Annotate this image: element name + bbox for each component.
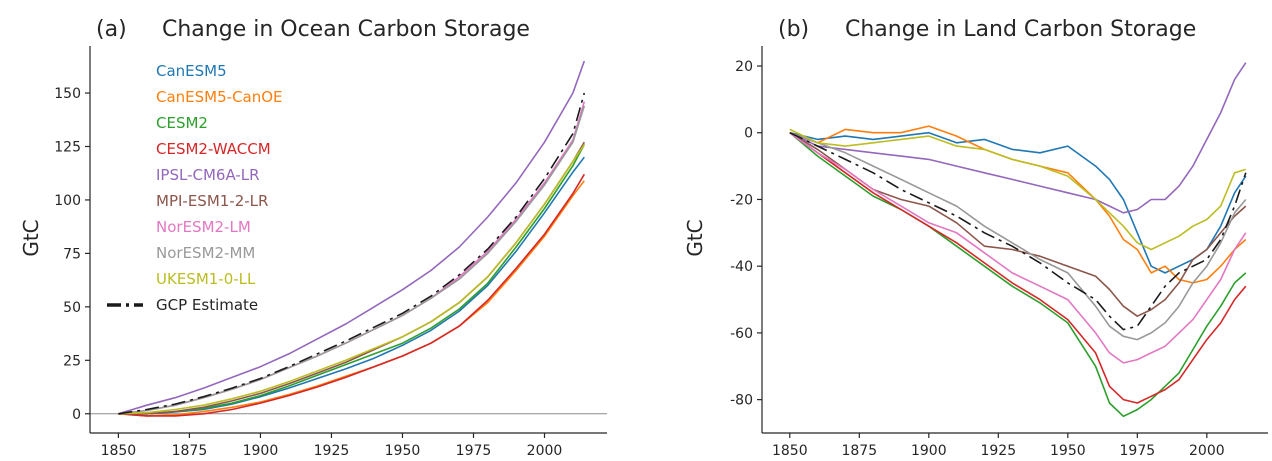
ocean-y-tick-label: 25 (63, 353, 81, 369)
ocean-series-cesm2 (118, 144, 586, 415)
land-series-ukesm1-0-ll (789, 128, 1247, 251)
legend-entry: CESM2-WACCM (156, 140, 271, 158)
ocean-x-tick-label: 1875 (172, 443, 208, 459)
legend-entry: MPI-ESM1-2-LR (156, 192, 268, 210)
land-panel-title: Change in Land Carbon Storage (845, 17, 1196, 42)
legend-entry: UKESM1-0-LL (156, 270, 256, 288)
land-series-mpi-esm1-2-lr (789, 132, 1247, 317)
legend-entry: NorESM2-LM (156, 218, 251, 236)
ocean-x-tick-label: 1850 (101, 443, 137, 459)
ocean-y-tick-label: 125 (54, 139, 81, 155)
legend-entry: CESM2 (156, 114, 208, 132)
legend-entry: CanESM5-CanOE (156, 88, 283, 106)
ocean-x-tick-label: 1925 (314, 443, 350, 459)
land-y-tick-label: 0 (744, 126, 753, 142)
land-x-tick-label: 1950 (1050, 443, 1086, 459)
land-x-tick-label: 1925 (980, 443, 1016, 459)
ocean-series-gcp-estimate (118, 92, 586, 415)
legend-entry: GCP Estimate (156, 296, 258, 314)
land-x-tick-label: 1975 (1120, 443, 1156, 459)
ocean-panel-label: (a) (96, 17, 127, 42)
ocean-y-tick-label: 0 (72, 407, 81, 423)
land-y-tick-label: -60 (730, 326, 753, 342)
land-series-gcp-estimate (789, 131, 1247, 331)
ocean-series-ukesm1-0-ll (118, 143, 585, 415)
land-y-tick-label: -40 (730, 259, 753, 275)
land-y-tick-label: 20 (735, 59, 753, 75)
land-y-axis-label: GtC (683, 219, 707, 256)
legend-entry: IPSL-CM6A-LR (156, 166, 260, 184)
ocean-y-tick-label: 75 (63, 246, 81, 262)
ocean-x-tick-label: 1950 (385, 443, 421, 459)
land-series-canesm5 (789, 131, 1247, 274)
land-series-noresm2-mm (789, 131, 1247, 341)
ocean-y-tick-label: 50 (63, 300, 81, 316)
ocean-y-tick-label: 150 (54, 86, 81, 102)
land-x-tick-label: 1850 (772, 443, 808, 459)
legend: CanESM5 CanESM5-CanOE CESM2 CESM2-WACCM IPSL… (107, 62, 283, 314)
ocean-x-tick-label: 1900 (243, 443, 279, 459)
ocean-y-axis-label: GtC (19, 219, 43, 256)
ocean-carbon-panel: (a) Change in Ocean Carbon Storage GtC 1… (19, 17, 607, 459)
legend-entry: NorESM2-MM (156, 244, 255, 262)
legend-entry: CanESM5 (156, 62, 227, 80)
ocean-series-cesm2-waccm (118, 173, 585, 417)
ocean-series-noresm2-mm (118, 105, 586, 415)
land-x-tick-label: 2000 (1189, 443, 1225, 459)
land-x-tick-label: 1875 (841, 443, 877, 459)
land-carbon-panel: (b) Change in Land Carbon Storage GtC 18… (683, 17, 1268, 459)
land-panel-label: (b) (778, 17, 809, 42)
land-series-noresm2-lm (789, 132, 1247, 364)
ocean-x-tick-label: 1975 (456, 443, 492, 459)
ocean-panel-title: Change in Ocean Carbon Storage (162, 17, 530, 42)
land-x-tick-label: 1900 (911, 443, 947, 459)
ocean-y-tick-label: 100 (54, 193, 81, 209)
ocean-series-canesm5 (118, 156, 585, 415)
ocean-series-ipsl-cm6a-lr (118, 60, 586, 415)
land-y-tick-label: -20 (730, 192, 753, 208)
ocean-x-tick-label: 2000 (527, 443, 563, 459)
land-y-tick-label: -80 (730, 393, 753, 409)
land-series-cesm2-waccm (789, 132, 1247, 404)
land-series-cesm2 (789, 132, 1247, 418)
